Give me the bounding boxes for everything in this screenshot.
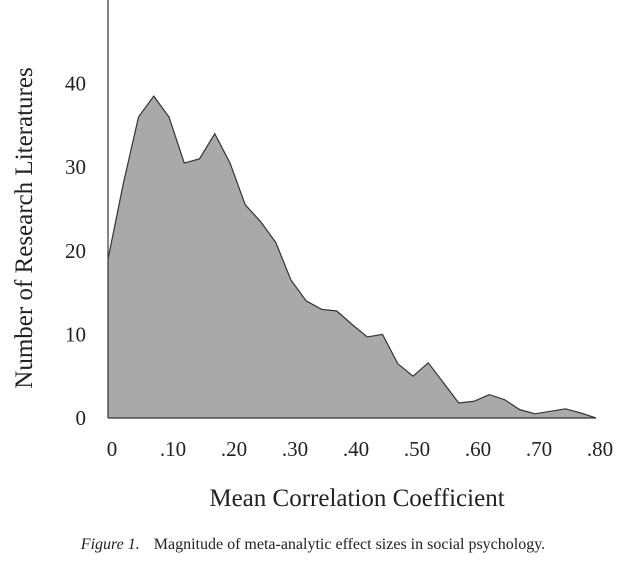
area-fill [108, 96, 596, 418]
x-tick-label: .20 [221, 437, 247, 461]
effect-size-chart: 0 10 20 30 40 0 .10 .20 .30 .40 .50 .60 .70 .80 Numb… [11, 0, 613, 512]
caption-text: Magnitude of meta-analytic effect sizes … [153, 536, 546, 553]
y-tick-labels: 0 10 20 30 40 [65, 72, 86, 430]
x-tick-label: .60 [465, 437, 491, 461]
y-tick-label: 30 [65, 155, 86, 179]
x-tick-label: .30 [282, 437, 308, 461]
x-tick-labels: 0 .10 .20 .30 .40 .50 .60 .70 .80 [107, 437, 613, 461]
y-tick-label: 0 [76, 406, 87, 430]
plot-area [107, 95, 597, 419]
figure-caption: Figure 1. Magnitude of meta-analytic effe… [0, 536, 626, 554]
x-tick-label: .80 [587, 437, 613, 461]
x-tick-label: .40 [343, 437, 369, 461]
y-tick-label: 40 [65, 72, 86, 96]
y-axis-title: Number of Research Literatures [11, 67, 38, 388]
x-tick-label: .10 [160, 437, 186, 461]
area-outline [107, 95, 597, 419]
caption-figure-label: Figure 1. [80, 536, 140, 553]
x-tick-label: 0 [107, 437, 118, 461]
y-tick-label: 10 [65, 322, 86, 346]
x-tick-label: .70 [526, 437, 552, 461]
x-axis-title: Mean Correlation Coefficient [209, 485, 504, 512]
y-tick-label: 20 [65, 239, 86, 263]
x-tick-label: .50 [404, 437, 430, 461]
